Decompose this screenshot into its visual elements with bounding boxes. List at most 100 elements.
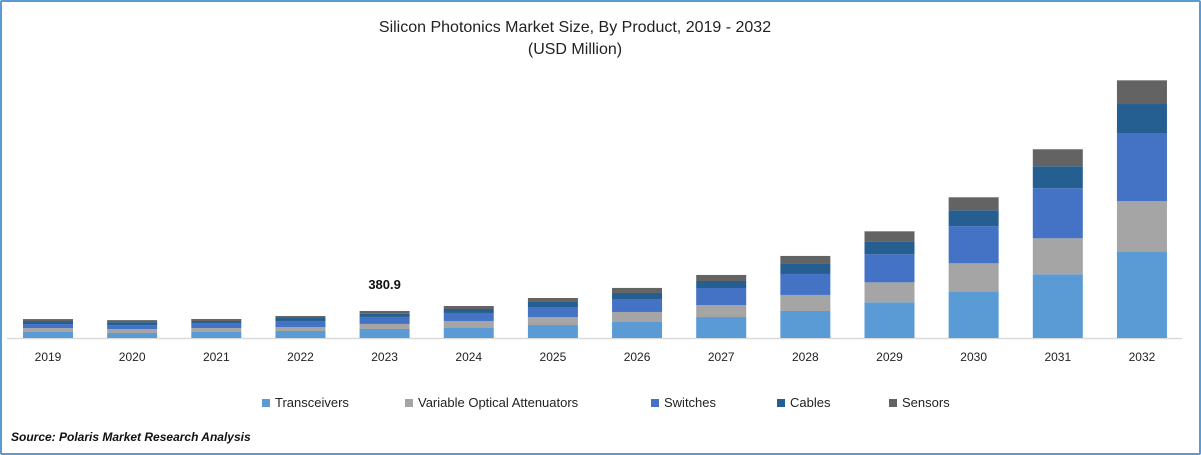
bar-segment-switches-2026 bbox=[612, 298, 663, 312]
bar-segment-switches-2025 bbox=[527, 307, 578, 318]
bar-segment-switches-2030 bbox=[948, 226, 999, 264]
bar-segment-sensors-2029 bbox=[864, 231, 915, 242]
x-tick-label: 2028 bbox=[792, 350, 819, 364]
bar-segment-cables-2031 bbox=[1032, 166, 1083, 189]
bar-segment-variable-optical-attenuators-2020 bbox=[107, 329, 158, 334]
legend-label: Cables bbox=[790, 395, 831, 410]
x-tick-label: 2026 bbox=[624, 350, 651, 364]
bar-segment-sensors-2020 bbox=[107, 320, 158, 323]
bar-segment-transceivers-2023 bbox=[359, 328, 410, 338]
legend-item: Switches bbox=[651, 395, 716, 410]
bar-segment-transceivers-2019 bbox=[23, 331, 73, 338]
bar-segment-switches-2019 bbox=[23, 324, 73, 328]
bar-segment-cables-2032 bbox=[1116, 104, 1167, 134]
bar-segment-transceivers-2031 bbox=[1032, 274, 1083, 338]
bar-segment-sensors-2028 bbox=[780, 255, 831, 264]
bar-segment-cables-2021 bbox=[191, 320, 242, 323]
bar-segment-variable-optical-attenuators-2021 bbox=[191, 327, 242, 332]
bar-segment-sensors-2027 bbox=[696, 274, 747, 281]
bar-segment-variable-optical-attenuators-2025 bbox=[527, 317, 578, 326]
bar-segment-cables-2024 bbox=[443, 308, 494, 313]
stacked-bar-chart: 2019 2020 2021 2022 2023 380.9 2024 2025 2026 202… bbox=[7, 80, 1182, 364]
bar-segment-variable-optical-attenuators-2024 bbox=[443, 320, 494, 328]
legend-swatch bbox=[405, 398, 413, 407]
bar-segment-cables-2020 bbox=[107, 322, 158, 326]
bar-segment-sensors-2021 bbox=[191, 318, 242, 321]
bar-segment-transceivers-2028 bbox=[780, 310, 831, 338]
x-tick-label: 2023 bbox=[371, 350, 398, 364]
legend-label: Switches bbox=[664, 395, 717, 410]
bar-segment-sensors-2022 bbox=[275, 316, 326, 318]
x-tick-label: 2027 bbox=[708, 350, 735, 364]
bar-segment-cables-2023 bbox=[359, 313, 410, 317]
x-tick-label: 2032 bbox=[1129, 350, 1156, 364]
bar-segment-transceivers-2021 bbox=[191, 331, 242, 338]
x-tick-label: 2024 bbox=[455, 350, 482, 364]
bar-segment-transceivers-2024 bbox=[443, 327, 494, 338]
bar-segment-transceivers-2030 bbox=[948, 291, 999, 338]
legend-item: Cables bbox=[777, 395, 830, 410]
x-tick-label: 2025 bbox=[540, 350, 567, 364]
x-tick-label: 2019 bbox=[35, 350, 62, 364]
bar-segment-sensors-2019 bbox=[23, 319, 73, 322]
x-tick-label: 2029 bbox=[876, 350, 903, 364]
bar-segment-switches-2029 bbox=[864, 254, 915, 283]
bar-segment-variable-optical-attenuators-2032 bbox=[1116, 201, 1167, 252]
data-label-2023: 380.9 bbox=[368, 277, 401, 292]
chart-title: Silicon Photonics Market Size, By Produc… bbox=[378, 19, 772, 36]
bar-segment-cables-2030 bbox=[948, 210, 999, 227]
x-tick-label: 2022 bbox=[287, 350, 314, 364]
legend-swatch bbox=[651, 398, 659, 407]
legend-item: Transceivers bbox=[262, 395, 349, 410]
bar-segment-cables-2028 bbox=[780, 263, 831, 274]
bar-segment-transceivers-2022 bbox=[275, 330, 326, 338]
bar-segment-variable-optical-attenuators-2027 bbox=[696, 305, 747, 318]
bar-segment-transceivers-2027 bbox=[696, 317, 747, 338]
bar-segment-variable-optical-attenuators-2030 bbox=[948, 263, 999, 292]
bar-segment-cables-2025 bbox=[527, 301, 578, 308]
bar-segment-variable-optical-attenuators-2029 bbox=[864, 282, 915, 303]
bar-segment-sensors-2030 bbox=[948, 197, 999, 211]
bar-segment-sensors-2026 bbox=[612, 287, 663, 293]
bar-segment-cables-2027 bbox=[696, 280, 747, 288]
legend-swatch bbox=[889, 398, 897, 407]
bar-segment-switches-2022 bbox=[275, 320, 326, 328]
bar-segment-transceivers-2026 bbox=[612, 321, 663, 338]
bar-segment-cables-2029 bbox=[864, 241, 915, 255]
legend-label: Variable Optical Attenuators bbox=[418, 395, 579, 410]
bar-segment-sensors-2023 bbox=[359, 310, 410, 314]
bar-segment-switches-2028 bbox=[780, 273, 831, 295]
bar-segment-cables-2019 bbox=[23, 321, 73, 325]
legend-swatch bbox=[777, 398, 785, 407]
bar-segment-variable-optical-attenuators-2028 bbox=[780, 294, 831, 311]
bar-segment-switches-2024 bbox=[443, 312, 494, 321]
bar-segment-cables-2026 bbox=[612, 292, 663, 299]
bar-segment-cables-2022 bbox=[275, 317, 326, 321]
legend-label: Transceivers bbox=[275, 395, 349, 410]
x-tick-label: 2030 bbox=[960, 350, 987, 364]
bar-segment-transceivers-2032 bbox=[1116, 251, 1167, 338]
bar-segment-switches-2032 bbox=[1116, 133, 1167, 202]
legend-item: Sensors bbox=[889, 395, 950, 410]
bar-segment-switches-2021 bbox=[191, 322, 242, 328]
source-note: Source: Polaris Market Research Analysis bbox=[11, 430, 251, 444]
bar-segment-variable-optical-attenuators-2031 bbox=[1032, 238, 1083, 275]
bar-segment-switches-2023 bbox=[359, 316, 410, 324]
bar-segment-variable-optical-attenuators-2019 bbox=[23, 327, 73, 332]
bar-segment-switches-2020 bbox=[107, 325, 158, 330]
x-tick-label: 2031 bbox=[1044, 350, 1071, 364]
chart-subtitle: (USD Million) bbox=[527, 41, 623, 58]
bar-segment-switches-2027 bbox=[696, 287, 747, 306]
bar-segment-transceivers-2025 bbox=[527, 325, 578, 338]
bar-segment-sensors-2024 bbox=[443, 306, 494, 309]
bar-segment-switches-2031 bbox=[1032, 188, 1083, 239]
bar-segment-transceivers-2020 bbox=[107, 333, 158, 338]
bar-segment-variable-optical-attenuators-2026 bbox=[612, 311, 663, 322]
bar-segment-sensors-2025 bbox=[527, 297, 578, 302]
bar-segment-variable-optical-attenuators-2023 bbox=[359, 323, 410, 329]
legend-swatch bbox=[262, 398, 270, 407]
bar-segment-transceivers-2029 bbox=[864, 302, 915, 338]
x-tick-label: 2021 bbox=[203, 350, 230, 364]
legend-item: Variable Optical Attenuators bbox=[405, 395, 578, 410]
